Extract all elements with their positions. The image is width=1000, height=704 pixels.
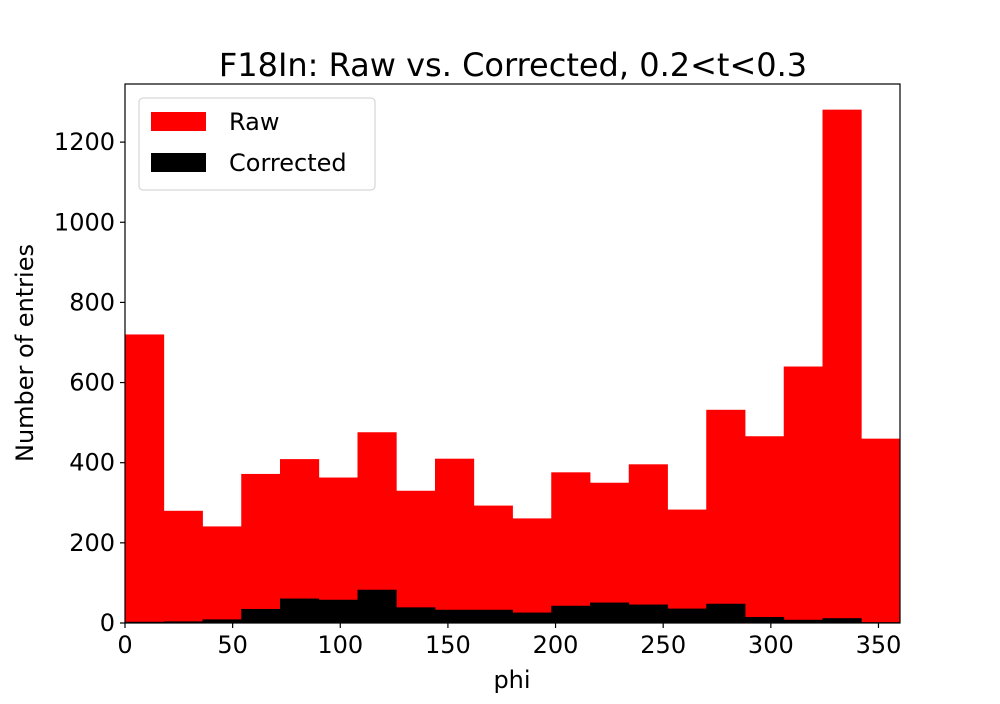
bar-corrected <box>590 602 630 623</box>
bar-raw <box>125 334 165 623</box>
bar-raw <box>396 490 436 623</box>
x-axis: 0 50 100 150 200 250 300 350 <box>117 623 901 659</box>
bar-corrected <box>473 609 513 623</box>
bar-raw <box>628 464 668 623</box>
bar-raw <box>551 472 591 623</box>
bar-raw <box>783 366 823 623</box>
x-axis-label: phi <box>493 666 530 694</box>
bar-raw <box>861 438 901 623</box>
x-tick-label: 50 <box>217 631 248 659</box>
legend-swatch-corrected <box>151 153 206 172</box>
bar-raw <box>280 459 320 623</box>
bar-raw <box>435 458 475 623</box>
bar-corrected <box>125 621 165 623</box>
legend-label-raw: Raw <box>229 108 279 136</box>
x-tick-label: 300 <box>748 631 794 659</box>
bar-raw <box>667 509 707 623</box>
y-tick-label: 1200 <box>54 128 115 156</box>
bar-raw <box>706 409 746 623</box>
x-tick-label: 0 <box>117 631 132 659</box>
bar-raw <box>202 526 242 623</box>
legend-label-corrected: Corrected <box>229 149 347 177</box>
bar-corrected <box>357 589 397 623</box>
bar-raw <box>241 473 281 623</box>
x-tick-label: 200 <box>533 631 579 659</box>
bar-corrected <box>396 607 436 623</box>
chart-title: F18In: Raw vs. Corrected, 0.2<t<0.3 <box>219 46 807 84</box>
bar-corrected <box>241 608 281 623</box>
y-tick-label: 600 <box>69 369 115 397</box>
bars-layer <box>125 109 901 623</box>
bar-corrected <box>435 609 475 623</box>
bar-corrected <box>202 619 242 623</box>
y-axis: 0 200 400 600 800 1000 1200 <box>54 128 125 637</box>
y-tick-label: 0 <box>100 609 115 637</box>
bar-raw <box>318 477 358 623</box>
bar-raw <box>590 482 630 623</box>
bar-raw <box>163 510 203 623</box>
legend: Raw Corrected <box>138 97 376 191</box>
y-tick-label: 200 <box>69 529 115 557</box>
bar-corrected <box>163 621 203 623</box>
y-tick-label: 800 <box>69 288 115 316</box>
bar-raw <box>473 505 513 623</box>
bar-corrected <box>280 598 320 623</box>
y-tick-label: 400 <box>69 449 115 477</box>
bar-corrected <box>318 599 358 623</box>
x-tick-label: 250 <box>640 631 686 659</box>
bar-raw <box>822 109 862 623</box>
bar-corrected <box>628 604 668 623</box>
x-tick-label: 150 <box>425 631 471 659</box>
bar-corrected <box>667 608 707 623</box>
bar-raw <box>512 518 552 623</box>
y-tick-label: 1000 <box>54 208 115 236</box>
y-axis-label: Number of entries <box>11 244 39 462</box>
x-tick-label: 100 <box>317 631 363 659</box>
x-tick-label: 350 <box>856 631 902 659</box>
bar-corrected <box>822 618 862 623</box>
bar-raw <box>745 436 785 623</box>
bar-corrected <box>512 612 552 623</box>
bar-corrected <box>783 619 823 623</box>
plot-frame <box>124 83 901 624</box>
bar-corrected <box>551 605 591 623</box>
legend-swatch-raw <box>151 112 206 131</box>
bar-corrected <box>745 616 785 623</box>
bar-corrected <box>706 603 746 623</box>
